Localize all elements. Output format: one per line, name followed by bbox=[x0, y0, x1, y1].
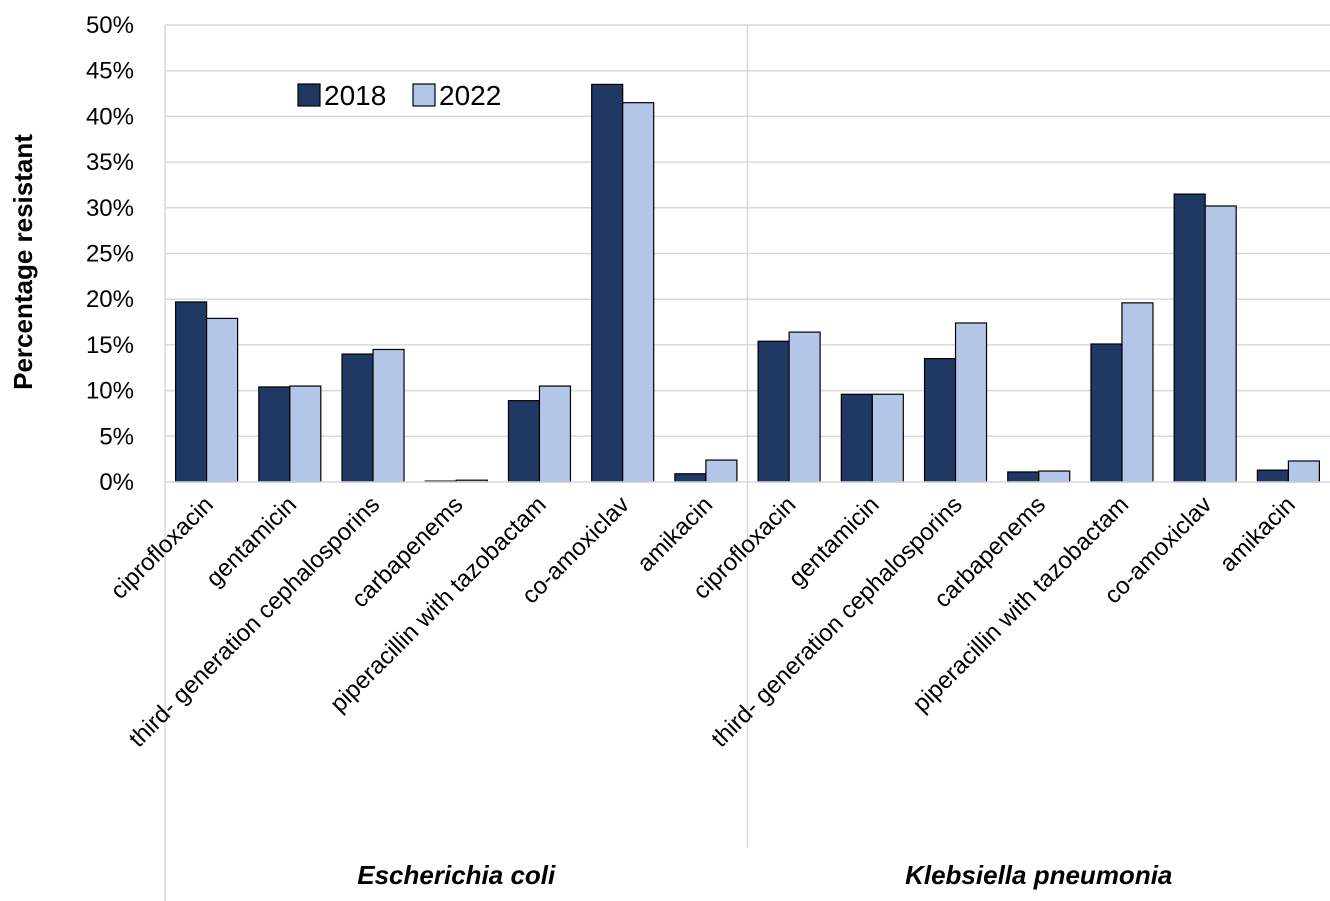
legend: 2018 2022 bbox=[297, 80, 501, 111]
bar-2022-third-generation-cephalosporins bbox=[372, 348, 405, 483]
y-tick-label: 15% bbox=[86, 332, 134, 359]
y-tick-label: 20% bbox=[86, 286, 134, 313]
bar-2022-co-amoxiclav bbox=[1204, 205, 1237, 483]
legend-swatch-2018 bbox=[297, 83, 321, 107]
bar-2018-co-amoxiclav bbox=[1173, 193, 1206, 483]
y-tick-label: 30% bbox=[86, 195, 134, 222]
group-labels: Escherichia coli Klebsiella pneumonia bbox=[357, 860, 1172, 890]
bar-2022-amikacin bbox=[1287, 460, 1320, 483]
x-tick-label: amikacin bbox=[1215, 491, 1301, 577]
bar-2022-piperacillin-with-tazobactam bbox=[538, 385, 572, 483]
bar-2022-gentamicin bbox=[871, 393, 904, 483]
axes bbox=[164, 25, 1330, 901]
y-tick-label: 50% bbox=[86, 12, 134, 39]
y-tick-label: 25% bbox=[86, 241, 134, 268]
group-label: Klebsiella pneumonia bbox=[905, 860, 1172, 890]
bar-2022-amikacin bbox=[705, 459, 738, 483]
bar-2022-co-amoxiclav bbox=[622, 102, 655, 483]
legend-label: 2022 bbox=[439, 80, 501, 111]
bar-2018-amikacin bbox=[1256, 469, 1289, 483]
bar-2022-carbapenems bbox=[1038, 470, 1071, 483]
bar-2018-ciprofloxacin bbox=[175, 301, 208, 483]
bar-2018-carbapenems bbox=[1007, 471, 1040, 483]
bar-2022-gentamicin bbox=[289, 385, 322, 483]
bar-2022-piperacillin-with-tazobactam bbox=[1121, 302, 1154, 483]
bar-2022-third-generation-cephalosporins bbox=[954, 322, 988, 483]
y-axis-title: Percentage resistant bbox=[8, 134, 38, 390]
y-tick-label: 10% bbox=[86, 378, 134, 405]
bar-2018-piperacillin-with-tazobactam bbox=[507, 400, 541, 483]
bar-2018-co-amoxiclav bbox=[591, 83, 624, 483]
group-label: Escherichia coli bbox=[357, 860, 556, 890]
y-tick-label: 35% bbox=[86, 149, 134, 176]
y-tick-label: 40% bbox=[86, 103, 134, 130]
y-tick-label: 0% bbox=[99, 469, 134, 496]
bar-2018-gentamicin bbox=[840, 393, 873, 483]
bar-2018-ciprofloxacin bbox=[757, 340, 790, 483]
y-tick-label: 5% bbox=[99, 423, 134, 450]
bar-2018-piperacillin-with-tazobactam bbox=[1090, 343, 1123, 483]
y-tick-label: 45% bbox=[86, 58, 134, 85]
bar-2022-ciprofloxacin bbox=[788, 331, 821, 483]
legend-label: 2018 bbox=[324, 80, 386, 111]
bar-2018-third-generation-cephalosporins bbox=[923, 358, 957, 483]
bar-2018-third-generation-cephalosporins bbox=[341, 353, 374, 483]
bar-2018-amikacin bbox=[674, 473, 707, 483]
y-tick-labels: 0% 5% 10% 15% 20% 25% 30% 35% 40% 45% 50% bbox=[86, 12, 134, 496]
bar-2018-gentamicin bbox=[258, 386, 291, 483]
bar-2022-ciprofloxacin bbox=[206, 317, 239, 483]
legend-swatch-2022 bbox=[412, 83, 436, 107]
x-tick-label: ciprofloxacin bbox=[105, 491, 218, 604]
x-tick-label: amikacin bbox=[632, 491, 718, 577]
